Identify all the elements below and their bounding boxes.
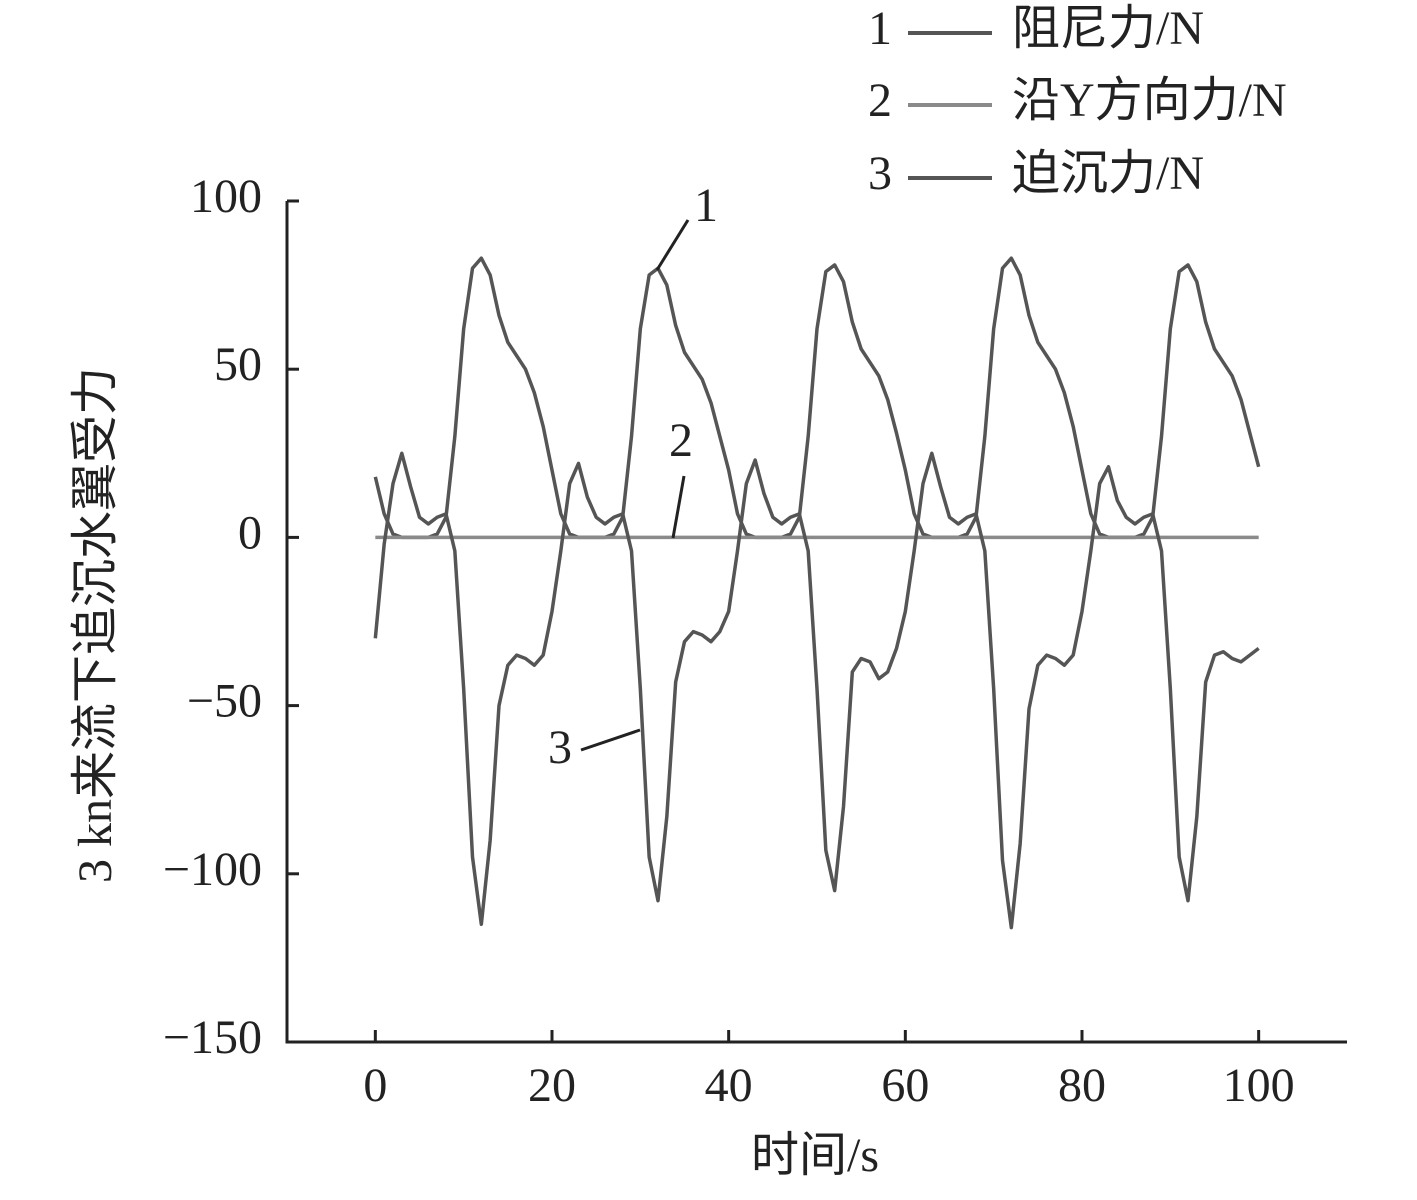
callout-leader: [580, 728, 641, 752]
y-tick-label: −50: [187, 675, 262, 728]
series-line: [373, 256, 1261, 540]
legend-key: 2: [868, 74, 892, 127]
legend-label: 沿Y方向力/N: [1012, 74, 1287, 127]
y-tick-label: −150: [163, 1011, 262, 1064]
x-tick-label: 40: [705, 1059, 753, 1112]
callout-leader: [655, 219, 690, 271]
x-tick-label: 80: [1058, 1059, 1106, 1112]
x-tick-label: 0: [363, 1059, 387, 1112]
y-tick-label: 0: [238, 506, 262, 559]
legend-label: 阻尼力/N: [1012, 2, 1204, 55]
legend-key: 1: [868, 2, 892, 55]
legend-label: 迫沉力/N: [1012, 147, 1204, 200]
callout-label: 1: [694, 179, 718, 232]
y-axis-title: 3 kn来流下追沉水翼受力: [69, 367, 122, 883]
y-tick-label: 100: [190, 170, 262, 223]
y-tick-label: 50: [214, 338, 262, 391]
legend-key: 3: [868, 147, 892, 200]
callout-leader: [671, 475, 686, 539]
series-line: [373, 451, 1260, 930]
x-axis-title: 时间/s: [751, 1129, 879, 1182]
callout-label: 3: [548, 721, 572, 774]
x-tick-label: 20: [528, 1059, 576, 1112]
y-tick-label: −100: [163, 843, 262, 896]
x-tick-label: 100: [1223, 1059, 1295, 1112]
callout-label: 2: [669, 414, 693, 467]
x-tick-label: 60: [881, 1059, 929, 1112]
